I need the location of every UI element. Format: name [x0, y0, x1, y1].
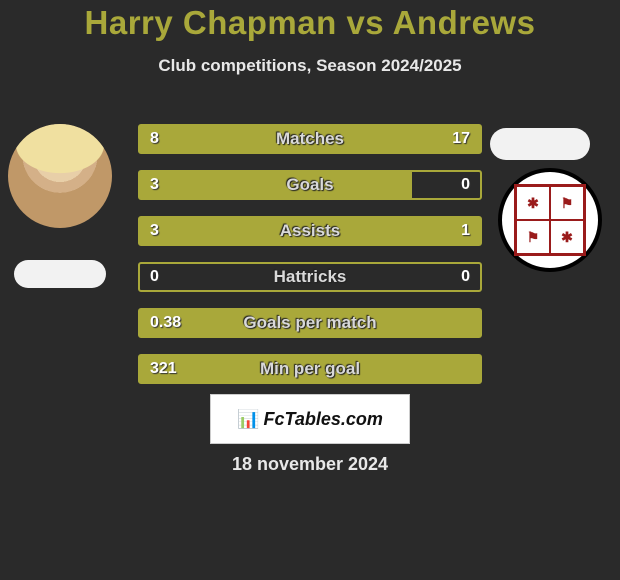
- stat-fill-left: [140, 218, 310, 244]
- stat-row: 817Matches: [138, 124, 482, 154]
- stat-row: 321Min per goal: [138, 354, 482, 384]
- player-right-flag-pill: [490, 128, 590, 160]
- crest-shield-icon: ✱⚑⚑✱: [514, 184, 586, 256]
- stat-value-right: 0: [461, 264, 470, 290]
- stat-fill-right: [249, 126, 480, 152]
- stat-row: 30Goals: [138, 170, 482, 200]
- attribution-badge: 📊 FcTables.com: [210, 394, 410, 444]
- stats-bars: 817Matches30Goals31Assists00Hattricks0.3…: [138, 124, 482, 400]
- stat-value-left: 8: [150, 126, 159, 152]
- stat-fill-left: [140, 172, 412, 198]
- stat-value-left: 3: [150, 218, 159, 244]
- stat-value-left: 321: [150, 356, 177, 382]
- player-right-club-crest: ✱⚑⚑✱: [498, 168, 602, 272]
- stat-label: Hattricks: [140, 264, 480, 290]
- stat-value-left: 0.38: [150, 310, 181, 336]
- attribution-text: FcTables.com: [264, 409, 383, 430]
- stat-fill-left: [140, 310, 480, 336]
- stat-value-left: 0: [150, 264, 159, 290]
- snapshot-date: 18 november 2024: [0, 454, 620, 475]
- player-left-flag-pill: [14, 260, 106, 288]
- stat-value-right: 0: [461, 172, 470, 198]
- stat-fill-right: [310, 218, 480, 244]
- stat-value-right: 17: [452, 126, 470, 152]
- stat-row: 0.38Goals per match: [138, 308, 482, 338]
- stat-value-left: 3: [150, 172, 159, 198]
- comparison-title: Harry Chapman vs Andrews: [0, 0, 620, 42]
- stat-row: 31Assists: [138, 216, 482, 246]
- player-left-avatar: [8, 124, 112, 228]
- stat-row: 0 0Hattricks: [138, 262, 482, 292]
- stat-value-right: 1: [461, 218, 470, 244]
- stat-fill-left: [140, 356, 480, 382]
- attribution-logo-icon: 📊: [237, 409, 259, 430]
- comparison-subtitle: Club competitions, Season 2024/2025: [0, 56, 620, 76]
